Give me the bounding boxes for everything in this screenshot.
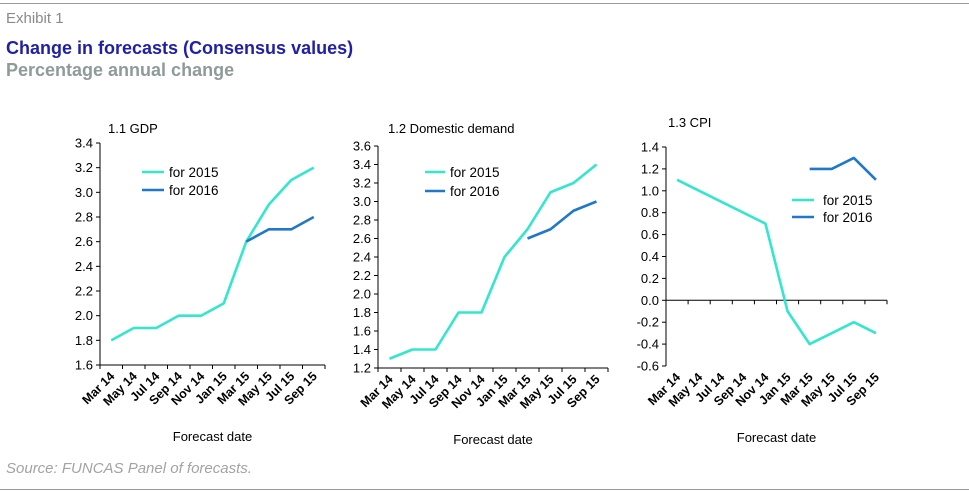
top-rule [0,3,969,4]
panel-1-y-tick-label: 1.6 [75,358,93,373]
panel-2-y-tick-label: 2.6 [353,231,371,246]
panel-2-y-tick-label: 1.8 [353,305,371,320]
figure-subtitle: Percentage annual change [6,60,235,80]
panel-2-legend-label-2015: for 2015 [450,165,500,180]
panel-2-title: 1.2 Domestic demand [388,121,514,136]
panel-3-y-tick-label: 1.4 [641,140,659,155]
panel-3-y-tick-label: -0.4 [637,337,659,352]
panel-2-y-tick-label: 1.6 [353,324,371,339]
panel-2-x-axis-label: Forecast date [453,432,533,447]
panel-3-y-tick-label: 0.0 [641,293,659,308]
panel-3-y-tick-label: 1.0 [641,183,659,198]
panel-1-y-tick-label: 3.0 [75,185,93,200]
panel-1-y-tick-label: 2.2 [75,284,93,299]
panel-1-y-tick-label: 2.8 [75,210,93,225]
panel-3-x-axis-label: Forecast date [737,430,817,445]
panel-3-y-tick-label: 1.2 [641,161,659,176]
bottom-rule [0,489,969,490]
panel-3-series-2015-line [676,178,877,346]
panel-2-legend-label-2016: for 2016 [450,184,500,199]
panel-3-series-2016-line [809,156,877,181]
panel-3-y-tick-label: 0.2 [641,271,659,286]
panel-2-y-tick-label: 2.8 [353,213,371,228]
panel-2-y-tick-label: 3.4 [353,157,371,172]
panel-1-y-tick-label: 2.4 [75,259,93,274]
panel-2-y-tick-label: 3.2 [353,176,371,191]
panel-1-y-tick-label: 2.6 [75,234,93,249]
panel-1-y-tick-label: 3.4 [75,136,93,151]
figure-title: Change in forecasts (Consensus values) [6,38,354,58]
panel-1-x-axis-label: Forecast date [173,429,253,444]
panel-3-legend-label-2015: for 2015 [823,193,873,208]
panel-3-y-tick-label: -0.6 [637,359,659,374]
panel-3-legend-label-2016: for 2016 [823,210,873,225]
panel-3-title: 1.3 CPI [668,115,711,130]
panel-2-y-tick-label: 3.0 [353,194,371,209]
panel-2-series-2015-line [389,163,598,360]
panel-1-legend-label-2015: for 2015 [169,165,219,180]
source-note: Source: FUNCAS Panel of forecasts. [6,460,252,477]
panel-1-title: 1.1 GDP [108,121,158,136]
panel-2-y-tick-label: 1.4 [353,342,371,357]
panel-2-y-tick-label: 2.2 [353,268,371,283]
panel-1-series-2016-line [245,215,315,243]
panel-3-y-tick-label: 0.6 [641,227,659,242]
panel-3-y-tick-label: 0.4 [641,249,659,264]
panel-3-y-tick-label: -0.2 [637,315,659,330]
exhibit-label: Exhibit 1 [6,10,64,27]
panel-2-series-2016-line [527,200,597,240]
panel-1-y-tick-label: 1.8 [75,333,93,348]
panel-3-y-tick-label: 0.8 [641,205,659,220]
panel-1-series-2015-line [110,166,315,342]
panel-1-y-tick-label: 2.0 [75,308,93,323]
panel-1-y-tick-label: 3.2 [75,160,93,175]
panel-2-y-tick-label: 1.2 [353,361,371,376]
panel-1-legend-label-2016: for 2016 [169,183,219,198]
panel-2-y-tick-label: 2.0 [353,287,371,302]
panel-2-y-tick-label: 3.6 [353,139,371,154]
panel-2-y-tick-label: 2.4 [353,250,371,265]
